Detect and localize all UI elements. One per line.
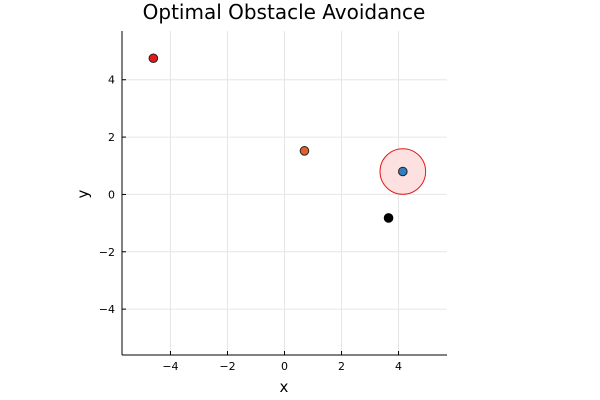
x-tick-label: 0 bbox=[281, 360, 288, 373]
x-tick-label: −4 bbox=[162, 360, 178, 373]
x-tick-label: 4 bbox=[395, 360, 402, 373]
y-tick-label: 4 bbox=[108, 74, 115, 87]
y-tick-label: 2 bbox=[108, 131, 115, 144]
x-tick-label: −2 bbox=[219, 360, 235, 373]
y-tick-label: 0 bbox=[108, 188, 115, 201]
scatter-point bbox=[398, 166, 408, 177]
axes: −4 −2 0 2 4 −4 −2 0 2 4 bbox=[99, 31, 447, 373]
scatter-point bbox=[299, 146, 310, 156]
y-axis-label: y bbox=[74, 189, 92, 198]
x-axis-label: x bbox=[280, 378, 289, 396]
y-tick-label: −2 bbox=[99, 246, 115, 259]
chart-title: Optimal Obstacle Avoidance bbox=[143, 0, 426, 24]
y-tick-label: −4 bbox=[99, 303, 115, 316]
scatter-point bbox=[148, 53, 159, 64]
x-tick-label: 2 bbox=[338, 360, 345, 373]
data-points bbox=[148, 53, 408, 223]
scatter-point bbox=[383, 213, 394, 223]
